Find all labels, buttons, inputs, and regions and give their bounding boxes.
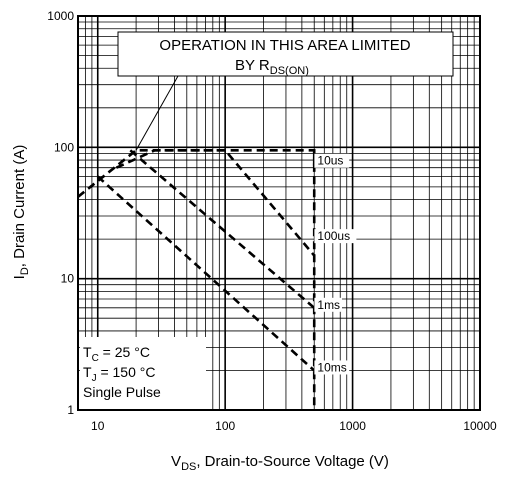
tick-labels: 10 100 1000 10000 1 10 100 1000 bbox=[47, 9, 497, 433]
x-tick-label: 10 bbox=[91, 419, 105, 433]
rds-on-limit-line bbox=[135, 75, 179, 151]
x-tick-label: 100 bbox=[215, 419, 235, 433]
curve-label-100us: 100us bbox=[317, 229, 350, 243]
y-tick-label: 1 bbox=[67, 403, 74, 417]
y-tick-label: 1000 bbox=[47, 9, 74, 23]
y-tick-label: 100 bbox=[54, 140, 74, 154]
curve-label-10us: 10us bbox=[317, 154, 343, 168]
curve-label-10ms: 10ms bbox=[317, 360, 346, 374]
annotation-line-2: BY RDS(ON) bbox=[235, 57, 309, 77]
conditions-box bbox=[80, 337, 206, 409]
curve-label-bg bbox=[314, 153, 350, 168]
curve-label-bg bbox=[314, 229, 357, 244]
x-tick-label: 10000 bbox=[463, 419, 497, 433]
y-axis-label: ID, Drain Current (A) bbox=[11, 145, 31, 280]
annotation-line-1: OPERATION IN THIS AREA LIMITED bbox=[159, 37, 410, 54]
x-tick-label: 1000 bbox=[339, 419, 366, 433]
condition-line: TJ = 150 °C bbox=[83, 364, 155, 384]
curve-label-bg bbox=[314, 297, 342, 312]
condition-line: TC = 25 °C bbox=[83, 344, 150, 364]
annotation-box bbox=[117, 31, 454, 77]
curve-10ms bbox=[96, 175, 316, 372]
curve-label-1ms: 1ms bbox=[317, 298, 340, 312]
plot-frame bbox=[77, 15, 481, 411]
curve-10us bbox=[77, 149, 316, 198]
curve-label-bg bbox=[314, 360, 350, 375]
x-axis-label: VDS, Drain-to-Source Voltage (V) bbox=[171, 453, 389, 473]
condition-line: Single Pulse bbox=[83, 384, 161, 400]
soa-curves: 10us 100us 1ms 10ms bbox=[77, 149, 357, 410]
curve-1ms bbox=[129, 149, 316, 309]
y-tick-label: 10 bbox=[61, 272, 75, 286]
annotation-pointer bbox=[135, 75, 179, 151]
